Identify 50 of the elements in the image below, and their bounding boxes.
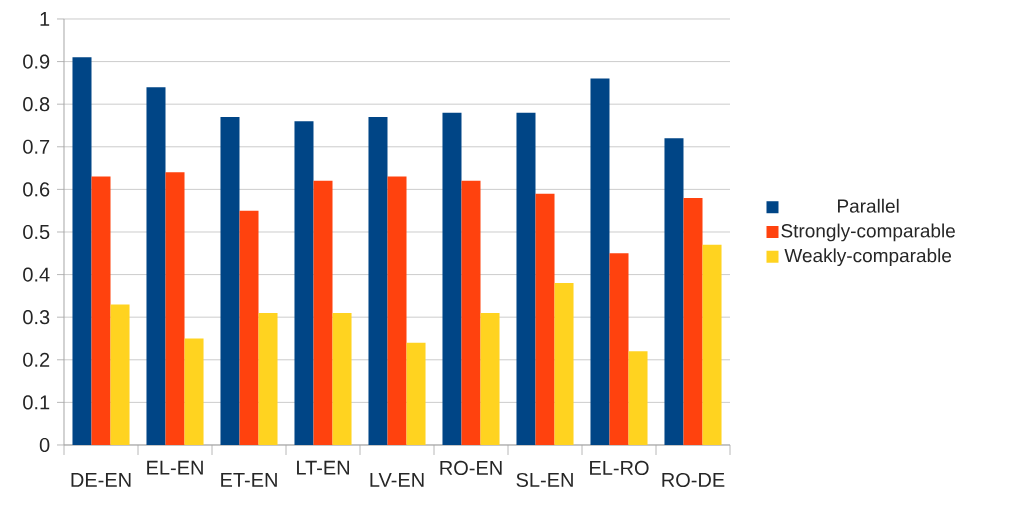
bar <box>590 78 610 445</box>
x-tick-label: ET-EN <box>221 473 277 487</box>
legend-label: Strongly-comparable <box>781 223 955 242</box>
x-tick-label: EL-EN <box>147 460 203 475</box>
bar <box>664 138 684 445</box>
bar <box>535 193 555 445</box>
legend-label: Weakly-comparable <box>784 248 952 267</box>
x-tick-label: LV-EN <box>370 473 424 487</box>
bar <box>258 312 278 445</box>
x-tick-label: EL-RO <box>590 460 649 476</box>
bar <box>72 57 92 445</box>
x-tick-label: LT-EN <box>297 460 349 475</box>
y-tick-label: 0.5 <box>23 224 50 240</box>
bar <box>146 87 166 445</box>
bar <box>239 210 259 445</box>
bar <box>516 112 536 445</box>
y-tick-label: 0.1 <box>23 395 50 410</box>
y-tick-label: 0.6 <box>23 182 50 197</box>
bar <box>702 244 722 445</box>
bar <box>609 253 629 445</box>
bar <box>480 312 500 445</box>
bar <box>461 180 481 445</box>
bar <box>368 116 388 445</box>
bar <box>110 304 130 445</box>
bar <box>294 121 314 445</box>
x-tick-label: RO-DE <box>662 472 725 488</box>
bar <box>91 176 111 445</box>
bar <box>683 197 703 445</box>
text: Parallel <box>838 198 899 213</box>
bar <box>165 172 185 445</box>
bar <box>628 351 648 445</box>
bar <box>406 342 426 445</box>
y-tick-label: 0.4 <box>23 267 50 282</box>
x-tick-label: DE-EN <box>71 473 131 487</box>
y-tick-label: 0.7 <box>23 139 50 154</box>
bar <box>313 180 333 445</box>
x-tick-label: SL-EN <box>516 472 573 488</box>
bar <box>387 176 407 445</box>
bar <box>554 283 574 445</box>
bar <box>442 112 462 445</box>
y-tick-label: 0.2 <box>23 352 50 367</box>
bar <box>184 338 204 445</box>
bar <box>332 312 352 445</box>
y-tick-label: 0.8 <box>23 97 50 112</box>
y-tick-label: 1 <box>40 12 50 26</box>
x-tick-label: RO-EN <box>440 460 502 476</box>
y-tick-label: 0.3 <box>23 310 50 325</box>
y-tick-label: 0 <box>39 437 50 453</box>
bar <box>220 116 240 445</box>
y-tick-label: 0.9 <box>23 54 50 69</box>
